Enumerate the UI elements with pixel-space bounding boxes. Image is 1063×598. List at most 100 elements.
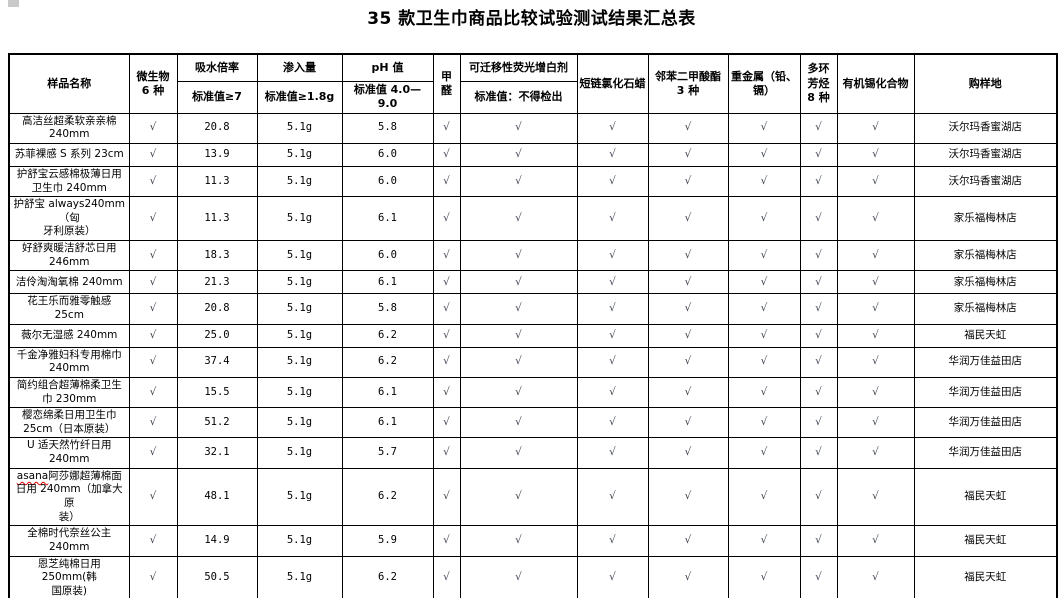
cell-ph: 6.1 [341,270,434,295]
cell-ph: 6.0 [341,165,434,198]
cell-fluorescent-whitener: √ [459,293,578,325]
cell-ph: 6.0 [341,142,434,167]
col-header-permeation: 渗入量 [256,53,343,82]
col-header-fluorescent-whitener: 可迁移性荧光增白剂 [459,53,578,82]
cell-purchase-location: 家乐福梅林店 [913,196,1058,242]
cell-pah: √ [799,323,838,348]
cell-purchase-location: 家乐福梅林店 [913,240,1058,272]
cell-sample-name: 简约组合超薄棉柔卫生 巾 230mm [8,376,130,409]
cell-formaldehyde: √ [432,346,461,378]
col-header-microbes: 微生物 6 种 [128,53,178,114]
cell-purchase-location: 福民天虹 [913,525,1058,557]
cell-ph: 5.9 [341,525,434,557]
cell-microbes: √ [128,196,178,242]
cell-pah: √ [799,555,838,598]
cell-organotin: √ [836,467,915,527]
table-row: 好舒爽暖洁舒芯日用 246mm √ 18.3 5.1g 6.0 √ √ √ √ √ √ √ 家乐福梅林店 [8,240,1058,272]
cell-organotin: √ [836,196,915,242]
cell-phthalates: √ [647,407,729,439]
cell-organotin: √ [836,437,915,469]
table-row: 全棉时代奈丝公主 240mm √ 14.9 5.1g 5.9 √ √ √ √ √ √ √ 福民天虹 [8,525,1058,557]
cell-phthalates: √ [647,525,729,557]
cell-permeation: 5.1g [256,270,343,295]
cell-microbes: √ [128,437,178,469]
table-row: U 适天然竹纤日用 240mm √ 32.1 5.1g 5.7 √ √ √ √ √ √ √ 华润万佳益田… [8,437,1058,469]
cell-microbes: √ [128,240,178,272]
cell-heavy-metals: √ [727,240,801,272]
cell-formaldehyde: √ [432,467,461,527]
cell-pah: √ [799,270,838,295]
col-header-formaldehyde: 甲 醛 [432,53,461,114]
cell-organotin: √ [836,112,915,144]
col-header-sample-name: 样品名称 [8,53,130,114]
cell-pah: √ [799,437,838,469]
cell-fluorescent-whitener: √ [459,270,578,295]
cell-pah: √ [799,467,838,527]
cell-microbes: √ [128,407,178,439]
cell-permeation: 5.1g [256,293,343,325]
sample-name-text: 阿莎娜超薄棉面 日用 240mm（加拿大原 装） [15,469,123,523]
cell-microbes: √ [128,323,178,348]
cell-sccp: √ [576,165,649,198]
cell-sample-name: 千金净雅妇科专用棉巾 240mm [8,346,130,378]
col-header-sccp: 短链氯化石蜡 [576,53,649,114]
cell-absorbency: 13.9 [176,142,258,167]
col-header-organotin: 有机锡化合物 [836,53,915,114]
cell-microbes: √ [128,376,178,409]
col-subheader-absorbency-standard: 标准值≥7 [176,81,258,114]
cell-phthalates: √ [647,165,729,198]
cell-organotin: √ [836,165,915,198]
cell-microbes: √ [128,467,178,527]
table-row: 护舒宝 always240mm（匈 牙利原装） √ 11.3 5.1g 6.1 √ √ √ √ √… [8,196,1058,242]
cell-pah: √ [799,165,838,198]
cell-sample-name: 全棉时代奈丝公主 240mm [8,525,130,557]
cell-fluorescent-whitener: √ [459,196,578,242]
cell-absorbency: 15.5 [176,376,258,409]
cell-ph: 6.1 [341,376,434,409]
cell-permeation: 5.1g [256,165,343,198]
cell-organotin: √ [836,525,915,557]
cell-heavy-metals: √ [727,555,801,598]
cell-heavy-metals: √ [727,196,801,242]
cell-fluorescent-whitener: √ [459,376,578,409]
cell-ph: 6.1 [341,196,434,242]
cell-sample-name: 薇尔无湿感 240mm [8,323,130,348]
cell-formaldehyde: √ [432,240,461,272]
cell-microbes: √ [128,165,178,198]
header-row-2: 标准值≥7 标准值≥1.8g 标准值 4.0—9.0 标准值：不得检出 [9,81,1057,114]
cell-heavy-metals: √ [727,407,801,439]
cell-sample-name: 洁伶淘淘氧棉 240mm [8,270,130,295]
cell-absorbency: 11.3 [176,196,258,242]
cell-formaldehyde: √ [432,323,461,348]
cell-sample-name: 恩芝纯棉日用 250mm(韩 国原装) [8,555,130,598]
cell-fluorescent-whitener: √ [459,165,578,198]
cell-sccp: √ [576,346,649,378]
cell-purchase-location: 沃尔玛香蜜湖店 [913,112,1058,144]
cell-permeation: 5.1g [256,525,343,557]
cell-formaldehyde: √ [432,555,461,598]
col-header-absorbency: 吸水倍率 [176,53,258,82]
cell-permeation: 5.1g [256,196,343,242]
cell-heavy-metals: √ [727,467,801,527]
cell-purchase-location: 华润万佳益田店 [913,346,1058,378]
table-row: 高洁丝超柔软亲亲棉 240mm √ 20.8 5.1g 5.8 √ √ √ √ √ √ √ 沃尔玛香蜜湖… [8,112,1058,144]
page-title: 35 款卫生巾商品比较试验测试结果汇总表 [367,9,696,29]
cell-absorbency: 25.0 [176,323,258,348]
cell-absorbency: 20.8 [176,112,258,144]
cell-sccp: √ [576,270,649,295]
cell-pah: √ [799,293,838,325]
cell-pah: √ [799,407,838,439]
cell-sccp: √ [576,437,649,469]
cell-phthalates: √ [647,196,729,242]
cell-sample-name: 高洁丝超柔软亲亲棉 240mm [8,112,130,144]
cell-pah: √ [799,376,838,409]
cell-purchase-location: 福民天虹 [913,467,1058,527]
cell-formaldehyde: √ [432,407,461,439]
cell-formaldehyde: √ [432,270,461,295]
cell-fluorescent-whitener: √ [459,407,578,439]
cell-organotin: √ [836,270,915,295]
col-subheader-ph-standard: 标准值 4.0—9.0 [341,81,434,114]
cell-microbes: √ [128,112,178,144]
cell-absorbency: 37.4 [176,346,258,378]
cell-sample-name: 护舒宝云感棉极薄日用 卫生巾 240mm [8,165,130,198]
